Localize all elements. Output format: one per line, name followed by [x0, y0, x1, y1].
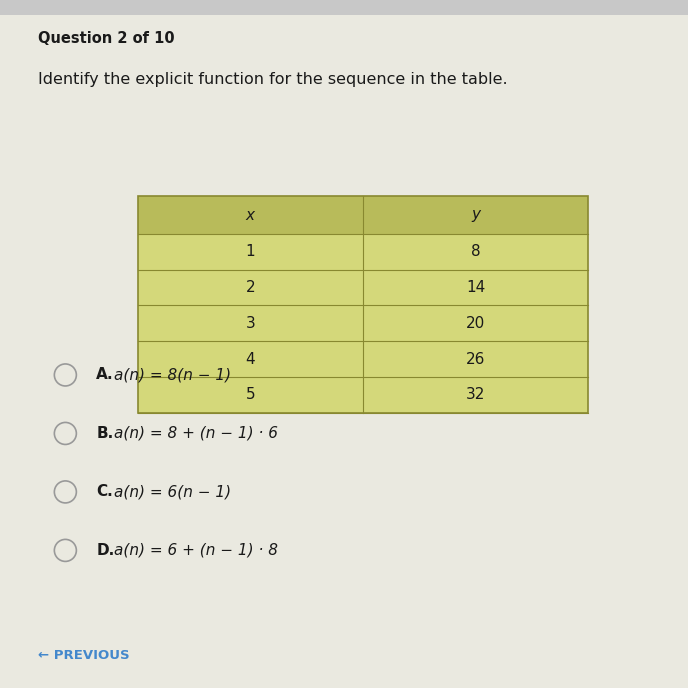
Text: 3: 3	[246, 316, 255, 331]
Text: a(n) = 8 + (n − 1) · 6: a(n) = 8 + (n − 1) · 6	[114, 426, 277, 441]
Text: 8: 8	[471, 244, 480, 259]
Text: y: y	[471, 208, 480, 222]
Bar	[138, 196, 588, 413]
Text: 14: 14	[466, 280, 485, 295]
Text: a(n) = 6(n − 1): a(n) = 6(n − 1)	[114, 484, 230, 499]
Bar	[138, 305, 588, 341]
Text: 5: 5	[246, 387, 255, 402]
Text: D.: D.	[96, 543, 115, 558]
Text: 4: 4	[246, 352, 255, 367]
Text: ← PREVIOUS: ← PREVIOUS	[38, 649, 129, 662]
Text: a(n) = 6 + (n − 1) · 8: a(n) = 6 + (n − 1) · 8	[114, 543, 277, 558]
Bar	[138, 377, 588, 413]
Text: a(n) = 8(n − 1): a(n) = 8(n − 1)	[114, 367, 230, 383]
Text: Question 2 of 10: Question 2 of 10	[38, 31, 175, 46]
Text: Identify the explicit function for the sequence in the table.: Identify the explicit function for the s…	[38, 72, 508, 87]
Bar	[0, 0, 688, 15]
Bar	[138, 196, 588, 234]
Text: 32: 32	[466, 387, 485, 402]
Text: x: x	[246, 208, 255, 222]
Text: A.: A.	[96, 367, 114, 383]
Text: B.: B.	[96, 426, 114, 441]
Text: 20: 20	[466, 316, 485, 331]
Bar	[138, 234, 588, 270]
Text: 1: 1	[246, 244, 255, 259]
Bar	[138, 270, 588, 305]
Bar	[138, 341, 588, 377]
Text: 26: 26	[466, 352, 485, 367]
Text: 2: 2	[246, 280, 255, 295]
Text: C.: C.	[96, 484, 113, 499]
